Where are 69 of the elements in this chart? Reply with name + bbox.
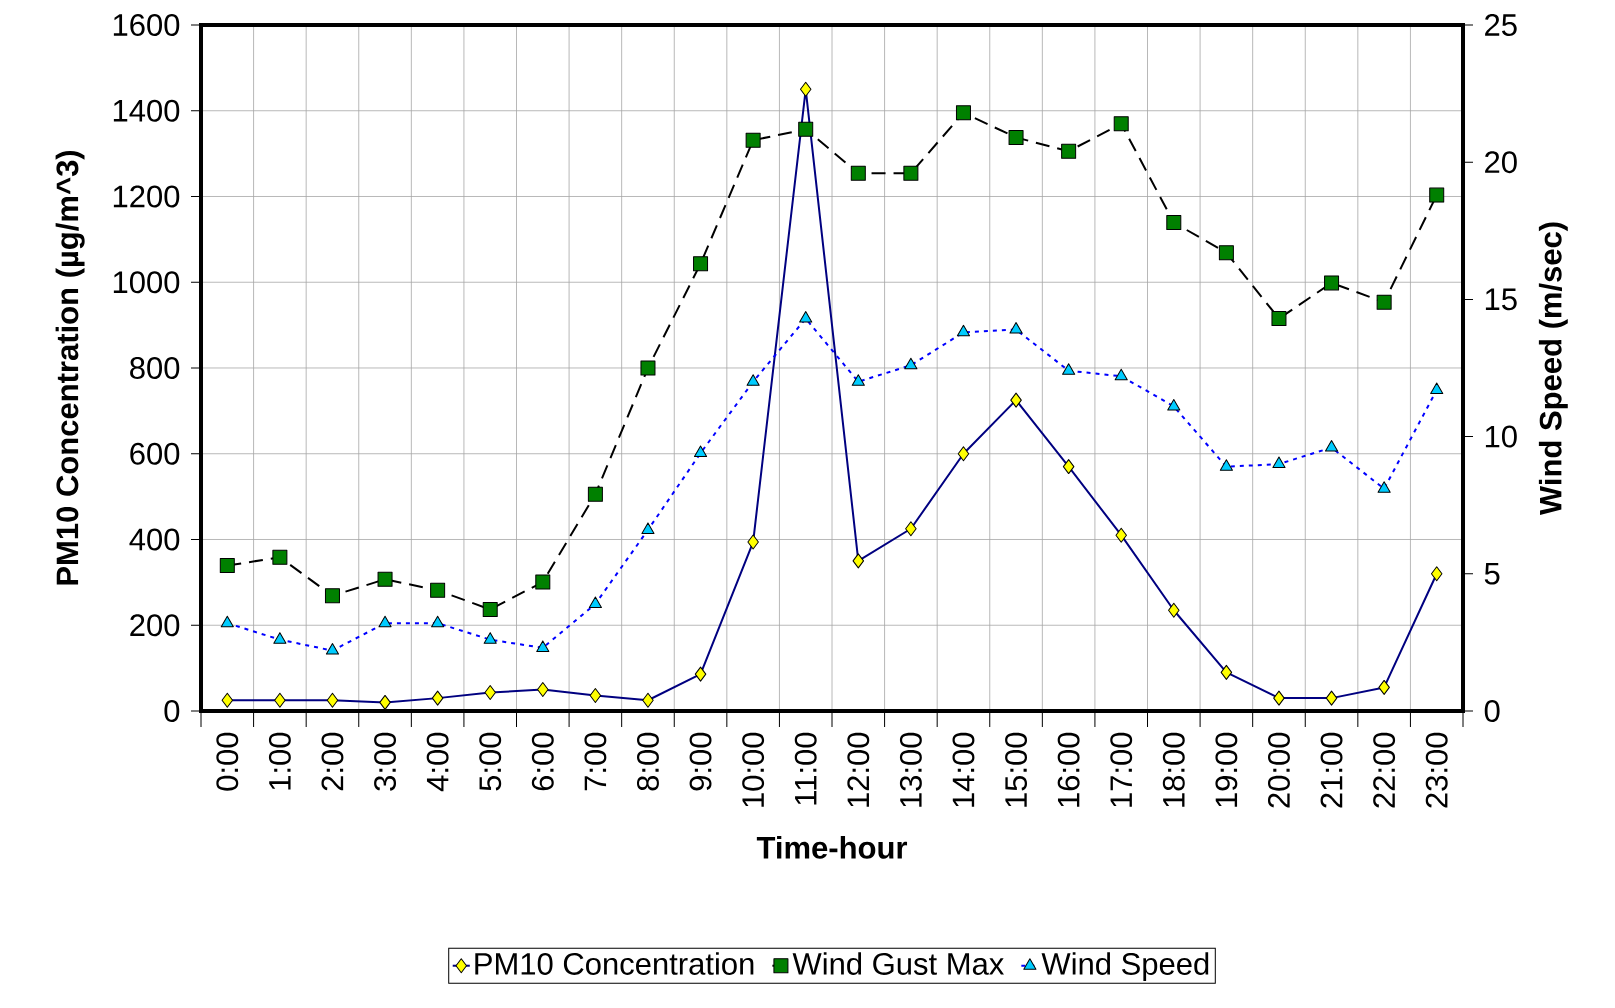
y-tick-label: 400 — [129, 528, 180, 551]
y-tick-label: 0 — [164, 700, 180, 722]
point — [377, 571, 393, 587]
point — [1166, 215, 1182, 231]
x-tick-label: 1:00 — [268, 732, 291, 790]
x-tick-label: 18:00 — [1162, 732, 1185, 807]
point — [1008, 129, 1024, 145]
point — [1113, 116, 1129, 132]
x-tick-label: 15:00 — [1005, 732, 1028, 807]
point — [587, 486, 603, 502]
y-tick-label: 200 — [130, 614, 180, 637]
point — [1218, 245, 1234, 261]
legend-label: Wind Gust Max — [792, 952, 1004, 975]
x-tick-label: 4:00 — [426, 732, 449, 792]
point — [324, 588, 340, 604]
y-tick-label: 1400 — [113, 99, 180, 122]
point — [1429, 187, 1445, 203]
point — [482, 601, 498, 617]
x-tick-label: 20:00 — [1267, 732, 1290, 808]
point — [272, 549, 288, 565]
point — [1271, 311, 1287, 327]
y-tick-label: 1600 — [113, 14, 180, 36]
y-axis-title: PM10 Concentration (µg/m^3) — [55, 150, 85, 585]
point — [535, 574, 551, 590]
x-tick-label: 19:00 — [1215, 732, 1238, 807]
x-tick-label: 3:00 — [374, 732, 397, 791]
y-tick-label: 600 — [130, 442, 180, 465]
point — [955, 105, 971, 121]
x-tick-label: 0:00 — [216, 732, 239, 791]
point — [693, 256, 709, 272]
legend-label: Wind Speed — [1041, 952, 1209, 982]
x-tick-label: 6:00 — [531, 732, 554, 791]
x-tick-label: 14:00 — [952, 732, 975, 807]
point — [430, 582, 446, 598]
x-tick-label: 17:00 — [1110, 732, 1133, 807]
x-tick-label: 2:00 — [321, 732, 344, 791]
point — [1061, 143, 1077, 159]
x-tick-label: 23:00 — [1425, 732, 1448, 808]
x-tick-label: 11:00 — [794, 732, 817, 805]
y2-tick-label: 10 — [1485, 425, 1517, 448]
y-tick-label: 1000 — [113, 271, 180, 294]
y2-tick-label: 5 — [1484, 562, 1500, 585]
point — [219, 558, 235, 574]
x-tick-label: 16:00 — [1057, 732, 1080, 807]
point — [745, 132, 761, 148]
x-tick-label: 5:00 — [479, 732, 502, 791]
x-tick-label: 9:00 — [689, 732, 712, 791]
x-tick-label: 7:00 — [584, 732, 607, 791]
x-tick-label: 13:00 — [899, 732, 922, 807]
point — [1376, 294, 1392, 310]
point — [798, 121, 814, 137]
y2-tick-label: 20 — [1485, 151, 1517, 174]
point — [850, 165, 866, 181]
x-tick-label: 8:00 — [636, 732, 659, 791]
x-tick-label: 12:00 — [847, 732, 870, 807]
y-tick-label: 1200 — [113, 185, 180, 208]
x-tick-label: 10:00 — [742, 732, 765, 807]
point — [903, 165, 919, 181]
point — [1324, 275, 1340, 291]
y-tick-label: 800 — [130, 357, 180, 379]
y2-tick-label: 0 — [1484, 700, 1500, 722]
x-tick-label: 22:00 — [1373, 732, 1396, 808]
legend-label: PM10 Concentration — [475, 952, 754, 975]
y2-tick-label: 15 — [1485, 288, 1517, 311]
x-axis-title: Time-hour — [756, 835, 908, 859]
y2-tick-label: 25 — [1485, 14, 1517, 36]
x-tick-label: 21:00 — [1320, 732, 1343, 808]
point — [640, 360, 656, 376]
y2-axis-title: Wind Speed (m/sec) — [1538, 222, 1568, 516]
